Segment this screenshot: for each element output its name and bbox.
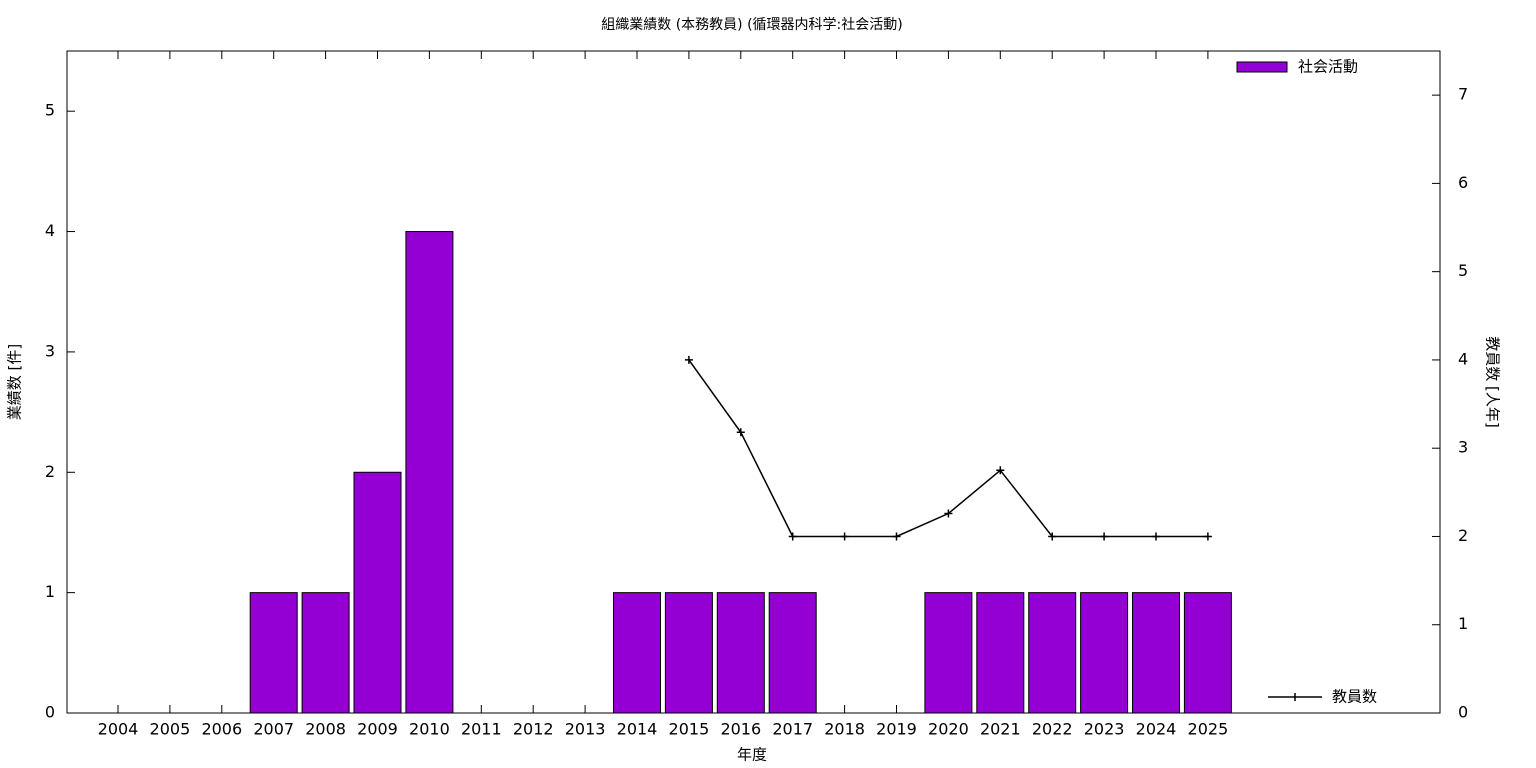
- x-tick-label: 2020: [928, 720, 969, 739]
- x-tick-label: 2017: [772, 720, 813, 739]
- x-tick-label: 2009: [357, 720, 398, 739]
- y2-tick-label: 7: [1458, 85, 1468, 104]
- legend-label: 教員数: [1332, 688, 1377, 706]
- bar: [301, 592, 350, 714]
- point: [1152, 532, 1160, 541]
- x-tick-label: 2008: [305, 720, 346, 739]
- y2-tick-label: 2: [1458, 526, 1468, 545]
- bar: [1028, 592, 1077, 714]
- x-tick-label: 2004: [98, 720, 139, 739]
- y2-tick-label: 0: [1458, 703, 1468, 722]
- x-tick-label: 2025: [1188, 720, 1229, 739]
- y2-tick-label: 4: [1458, 349, 1468, 368]
- bar: [353, 471, 402, 714]
- x-tick-label: 2011: [461, 720, 502, 739]
- x-tick-label: 2015: [669, 720, 710, 739]
- y-tick-label: 4: [45, 221, 55, 240]
- bar: [613, 592, 661, 714]
- x-tick-label: 2010: [409, 720, 450, 739]
- point: [944, 509, 953, 518]
- point: [840, 532, 849, 541]
- y2-tick-label: 3: [1458, 438, 1468, 457]
- y2-tick-label: 6: [1458, 173, 1468, 192]
- point: [892, 532, 901, 541]
- bar: [664, 592, 713, 714]
- point: [788, 532, 797, 541]
- point: [1203, 532, 1212, 541]
- y-tick-label: 2: [45, 462, 55, 481]
- x-tick-label: 2019: [876, 720, 917, 739]
- x-tick-label: 2014: [617, 720, 658, 739]
- bar: [249, 592, 298, 714]
- y-axis-label: 業績数 [件]: [6, 344, 24, 420]
- x-tick-label: 2023: [1084, 720, 1125, 739]
- bar: [924, 592, 973, 714]
- point: [736, 428, 745, 437]
- y2-axis-label: 教員数 [人年]: [1484, 336, 1502, 427]
- point: [1048, 532, 1057, 541]
- x-tick-label: 2013: [565, 720, 606, 739]
- point: [996, 466, 1005, 475]
- legend-label: 社会活動: [1298, 58, 1358, 76]
- bar: [1080, 592, 1129, 714]
- bar: [1132, 592, 1180, 714]
- x-tick-label: 2022: [1032, 720, 1073, 739]
- x-tick-label: 2016: [720, 720, 761, 739]
- bar: [976, 592, 1025, 714]
- x-tick-label: 2018: [824, 720, 865, 739]
- point: [684, 355, 693, 364]
- x-tick-label: 2021: [980, 720, 1021, 739]
- x-tick-label: 2005: [150, 720, 191, 739]
- bar: [716, 592, 765, 714]
- legend-swatch: [1268, 693, 1322, 701]
- bar: [1183, 592, 1232, 714]
- x-tick-label: 2006: [201, 720, 242, 739]
- y2-tick-label: 5: [1458, 261, 1468, 280]
- y-tick-label: 0: [45, 703, 55, 722]
- y-tick-label: 3: [45, 341, 55, 360]
- y-tick-label: 5: [45, 101, 55, 120]
- x-tick-label: 2012: [513, 720, 554, 739]
- y2-tick-label: 1: [1458, 614, 1468, 633]
- chart-title: 組織業績数 (本務教員) (循環器内科学:社会活動): [601, 17, 902, 33]
- x-tick-label: 2007: [253, 720, 294, 739]
- x-tick-label: 2024: [1136, 720, 1177, 739]
- point: [1100, 532, 1109, 541]
- y-tick-label: 1: [45, 582, 55, 601]
- bar: [405, 231, 454, 714]
- bar: [768, 592, 817, 714]
- legend-swatch: [1236, 61, 1288, 73]
- x-axis-label: 年度: [737, 746, 767, 764]
